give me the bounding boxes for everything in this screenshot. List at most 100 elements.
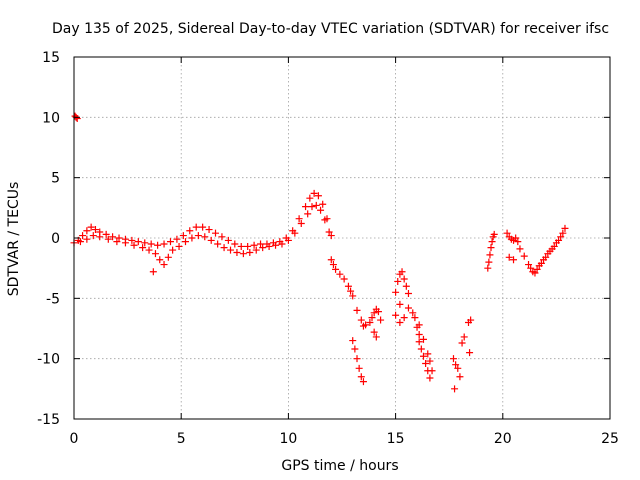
- data-point: [419, 335, 427, 343]
- data-point: [166, 238, 174, 246]
- data-point: [295, 215, 303, 223]
- data-point: [89, 232, 97, 240]
- data-point: [87, 223, 95, 231]
- data-point: [265, 242, 273, 250]
- data-point: [321, 216, 329, 224]
- data-point: [192, 223, 200, 231]
- grid-lines: [74, 57, 610, 419]
- data-point: [510, 256, 518, 264]
- data-point: [428, 367, 436, 375]
- y-tick-label: 10: [42, 110, 60, 126]
- data-point: [451, 385, 459, 393]
- x-tick-label: 5: [177, 431, 186, 447]
- data-point: [130, 241, 138, 249]
- data-point: [396, 300, 404, 308]
- data-point: [83, 235, 91, 243]
- y-tick-labels: -15 -10 -5 0 5 10 15: [37, 50, 60, 428]
- data-point: [121, 239, 129, 247]
- data-point: [332, 265, 340, 273]
- data-point: [149, 268, 157, 276]
- x-tick-labels: 0 5 10 15 20 25: [70, 431, 619, 447]
- data-point: [527, 264, 535, 272]
- x-axis-label: GPS time / hours: [281, 458, 398, 474]
- data-point: [218, 233, 226, 241]
- data-point: [411, 314, 419, 322]
- data-point: [199, 223, 207, 231]
- data-point: [327, 256, 335, 264]
- data-point: [366, 318, 374, 326]
- data-point: [145, 246, 153, 254]
- data-point: [353, 306, 361, 314]
- data-point: [419, 352, 427, 360]
- data-point: [561, 224, 569, 232]
- data-point: [533, 265, 541, 273]
- x-tick-label: 15: [387, 431, 405, 447]
- data-point: [325, 228, 333, 236]
- data-point: [205, 226, 213, 234]
- data-point: [426, 357, 434, 365]
- data-point: [402, 282, 410, 290]
- data-point: [79, 232, 87, 240]
- x-tick-label: 25: [601, 431, 619, 447]
- data-point: [139, 244, 147, 252]
- data-point: [237, 242, 245, 250]
- data-point: [233, 248, 241, 256]
- data-point: [259, 244, 267, 252]
- data-point: [207, 236, 215, 244]
- data-point: [128, 236, 136, 244]
- data-point: [147, 240, 155, 248]
- data-point: [175, 242, 183, 250]
- data-point: [188, 234, 196, 242]
- data-point: [227, 246, 235, 254]
- data-point: [327, 232, 335, 240]
- data-point: [490, 230, 498, 238]
- data-point: [76, 238, 84, 246]
- y-tick-label: -15: [37, 412, 60, 428]
- data-point: [415, 321, 423, 329]
- data-point: [347, 287, 355, 295]
- data-point: [372, 333, 380, 341]
- data-point: [181, 238, 189, 246]
- data-point: [104, 235, 112, 243]
- data-point: [272, 241, 280, 249]
- data-point: [520, 252, 528, 260]
- y-tick-label: -5: [46, 291, 60, 307]
- data-point: [559, 229, 567, 237]
- data-point: [458, 339, 466, 347]
- data-point: [329, 261, 337, 269]
- data-point: [516, 245, 524, 253]
- data-point: [291, 229, 299, 237]
- y-tick-label: 15: [42, 50, 60, 66]
- data-point: [552, 239, 560, 247]
- data-point: [426, 374, 434, 382]
- data-point: [201, 233, 209, 241]
- data-point: [400, 275, 408, 283]
- data-point: [113, 238, 121, 246]
- data-point: [141, 239, 149, 247]
- data-point: [102, 230, 110, 238]
- data-point: [460, 333, 468, 341]
- data-point: [169, 246, 177, 254]
- data-point: [212, 229, 220, 237]
- data-point: [544, 250, 552, 258]
- data-point: [368, 314, 376, 322]
- data-points: [70, 112, 569, 393]
- data-point: [409, 309, 417, 317]
- data-point: [310, 189, 318, 197]
- data-point: [109, 233, 117, 241]
- data-point: [359, 378, 367, 386]
- data-point: [525, 261, 533, 269]
- data-point: [531, 269, 539, 277]
- axis-ticks: [73, 56, 611, 420]
- data-point: [164, 253, 172, 261]
- data-point: [370, 328, 378, 336]
- data-point: [156, 256, 164, 264]
- data-point: [466, 349, 474, 357]
- data-point: [220, 244, 228, 252]
- data-point: [503, 229, 511, 237]
- data-point: [308, 203, 316, 211]
- data-point: [417, 345, 425, 353]
- data-point: [488, 238, 496, 246]
- data-point: [487, 244, 495, 252]
- data-point: [344, 282, 352, 290]
